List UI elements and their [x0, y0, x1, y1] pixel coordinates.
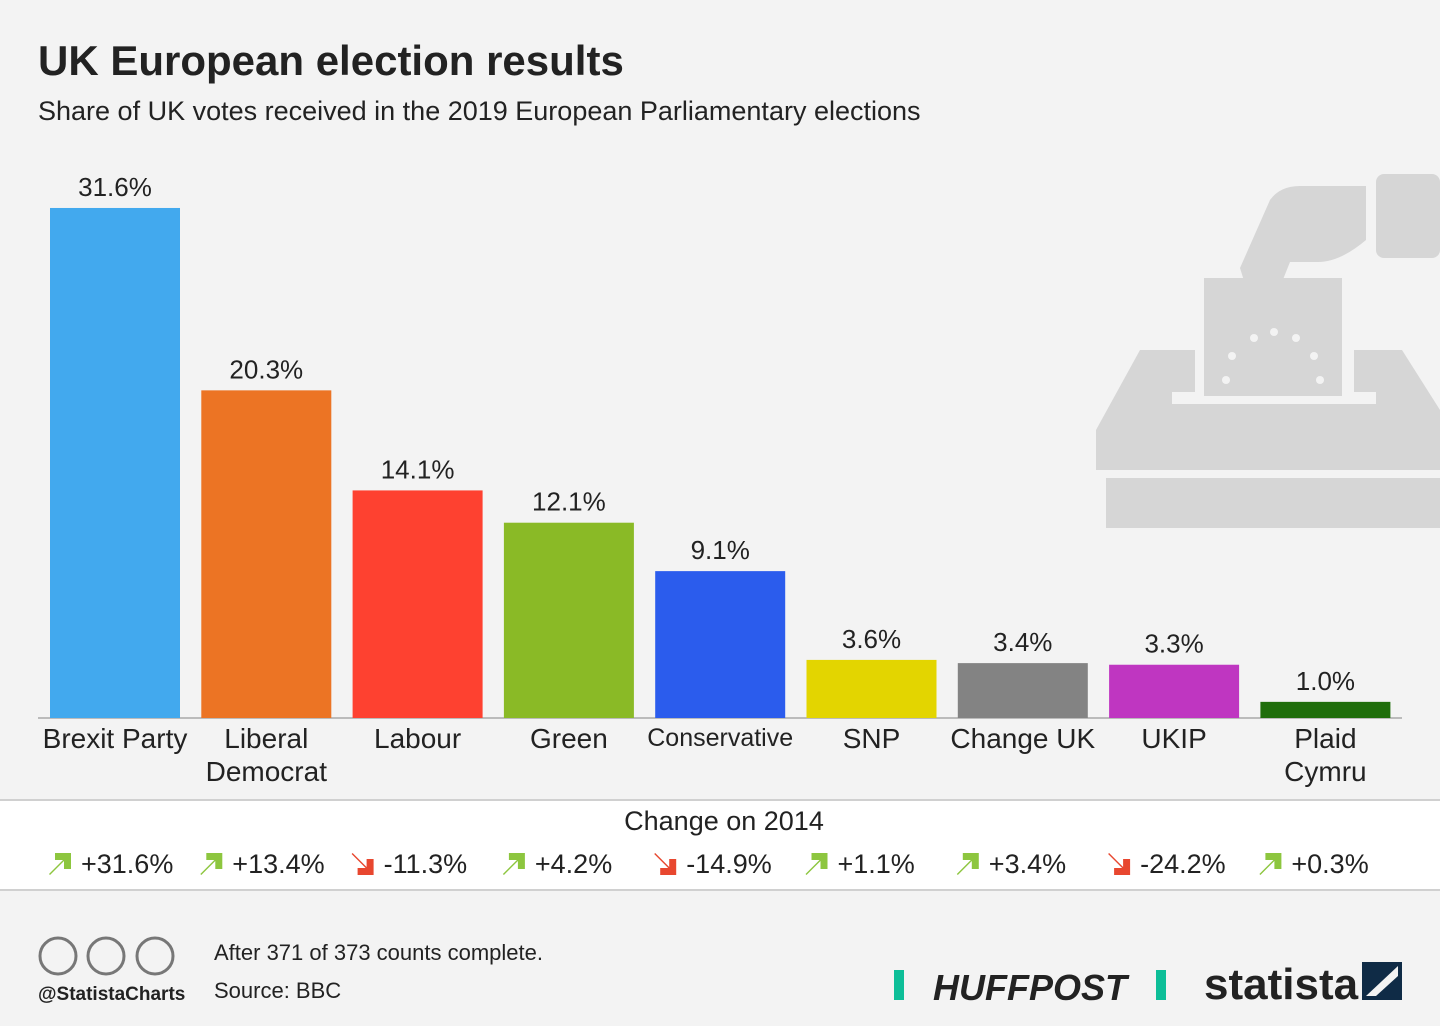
chart-subtitle: Share of UK votes received in the 2019 E… — [38, 96, 921, 126]
statista-icon — [1362, 962, 1402, 1000]
change-label: +31.6% — [81, 849, 173, 879]
change-arrow — [1259, 853, 1282, 875]
bar — [1109, 664, 1240, 718]
value-label: 31.6% — [78, 172, 152, 202]
change-label: +4.2% — [535, 849, 612, 879]
x-tick-label: Green — [529, 723, 608, 754]
change-label: +13.4% — [232, 849, 324, 879]
huffpost-logo: HUFFPOST — [933, 967, 1130, 1008]
change-label: +1.1% — [838, 849, 915, 879]
value-label: 9.1% — [691, 535, 750, 565]
value-label: 3.6% — [842, 624, 901, 654]
change-band — [0, 800, 1440, 890]
change-label: -11.3% — [384, 849, 468, 879]
value-label: 3.3% — [1144, 629, 1203, 659]
bar — [503, 522, 634, 718]
value-label: 3.4% — [993, 627, 1052, 657]
change-label: -14.9% — [686, 849, 772, 879]
x-tick-label: Change UK — [950, 723, 1096, 754]
chart-title: UK European election results — [38, 37, 624, 84]
bar — [655, 571, 786, 718]
x-tick-label: Liberal Democrat — [205, 723, 327, 787]
x-tick-label: Conservative — [647, 724, 794, 752]
change-arrow — [805, 853, 828, 875]
change-arrow — [654, 853, 677, 875]
value-label: 1.0% — [1296, 666, 1355, 696]
change-arrow — [1108, 853, 1131, 875]
x-tick-label: Brexit Party — [42, 723, 188, 754]
change-title: Change on 2014 — [624, 806, 824, 836]
change-arrow — [502, 853, 525, 875]
logo-bar — [1156, 970, 1166, 1000]
value-label: 20.3% — [229, 354, 303, 384]
note: After 371 of 373 counts complete. — [214, 940, 543, 965]
bar — [806, 659, 937, 718]
ballot-icon — [1096, 174, 1440, 528]
handle: @StatistaCharts — [38, 984, 185, 1005]
ballot-stars — [1222, 328, 1324, 384]
change-arrow — [49, 853, 71, 875]
change-arrow — [351, 853, 374, 875]
logo-bar — [894, 970, 904, 1000]
change-arrow — [200, 853, 223, 875]
cc-icons — [38, 936, 175, 976]
x-tick-label: SNP — [842, 723, 901, 754]
change-label: +0.3% — [1291, 849, 1368, 879]
bar — [1260, 701, 1391, 718]
bar — [50, 207, 180, 718]
statista-logo: statista — [1204, 960, 1359, 1009]
value-label: 12.1% — [532, 487, 606, 517]
x-tick-label: UKIP — [1141, 723, 1207, 754]
x-tick-label: Labour — [374, 723, 462, 754]
x-tick-label: Plaid Cymru — [1284, 723, 1367, 787]
change-arrow — [956, 853, 979, 875]
source: Source: BBC — [214, 978, 341, 1003]
bar — [201, 390, 332, 718]
bar — [957, 663, 1088, 718]
change-label: +3.4% — [989, 849, 1066, 879]
value-label: 14.1% — [381, 454, 455, 484]
change-label: -24.2% — [1140, 849, 1226, 879]
bar — [352, 490, 483, 718]
